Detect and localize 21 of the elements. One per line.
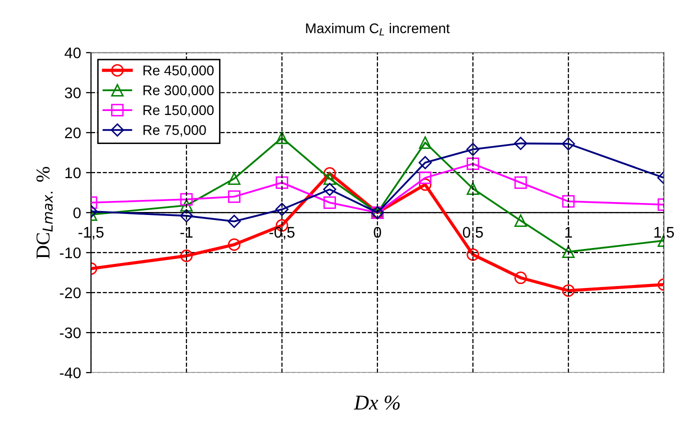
x-tick-label: 1,5 bbox=[654, 227, 674, 240]
chart-title: Maximum C$_{L}$ increment bbox=[306, 23, 450, 36]
x-axis-title: Dx % bbox=[354, 396, 400, 410]
y-tick-label: 40 bbox=[64, 47, 81, 58]
legend-label: Re 75,000 bbox=[144, 125, 206, 137]
y-tick-label: 20 bbox=[65, 127, 81, 138]
x-tick-label: 0,5 bbox=[462, 226, 483, 240]
legend-label: Re 450,000 bbox=[144, 65, 214, 77]
y-tick-label: -10 bbox=[60, 247, 81, 258]
x-tick-label: 0 bbox=[374, 226, 382, 238]
y-tick-label: 30 bbox=[64, 87, 81, 98]
y-axis-title: DC$_{Lmax.}$ % bbox=[36, 166, 53, 259]
y-tick-label: -30 bbox=[60, 327, 81, 338]
y-tick-label: 10 bbox=[65, 167, 81, 178]
y-tick-label: -40 bbox=[60, 367, 81, 378]
y-tick-label: -20 bbox=[60, 287, 81, 298]
x-tick-label: -1 bbox=[180, 227, 193, 238]
x-tick-label: -0,5 bbox=[269, 226, 294, 240]
y-tick-label: 0 bbox=[73, 207, 81, 218]
legend-label: Re 150,000 bbox=[144, 105, 214, 117]
legend-label: Re 300,000 bbox=[144, 85, 214, 97]
